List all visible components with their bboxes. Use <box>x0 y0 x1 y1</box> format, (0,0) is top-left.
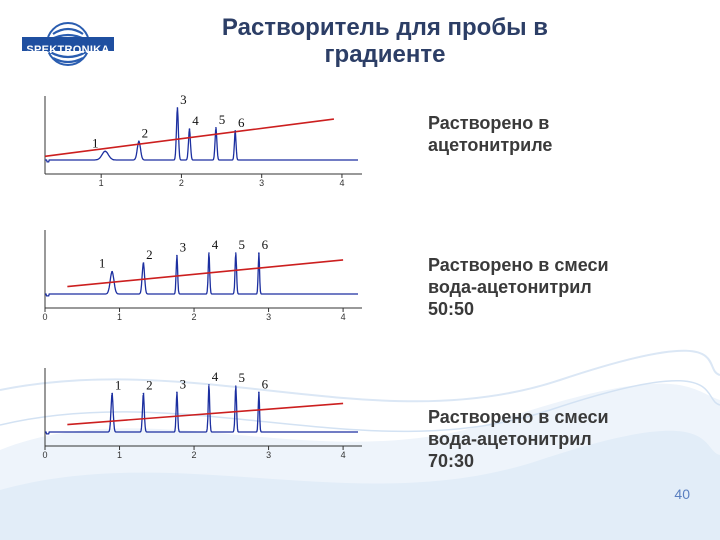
peak-apex <box>111 270 113 273</box>
signal-trace <box>45 108 358 163</box>
x-tick-label: 1 <box>117 312 122 322</box>
peak-apex <box>188 128 191 130</box>
peak-label: 1 <box>99 256 106 271</box>
slide-title: Растворитель для пробы в градиенте <box>170 14 600 68</box>
peak-apex <box>258 391 260 394</box>
x-tick-label: 3 <box>266 312 271 322</box>
peak-apex <box>142 392 145 395</box>
peak-label: 4 <box>192 113 199 128</box>
signal-trace <box>45 253 358 297</box>
caption-3-line-3: 70:30 <box>428 451 475 471</box>
logo-icon <box>22 22 114 66</box>
x-tick-label: 4 <box>341 312 346 322</box>
gradient-line <box>67 402 344 426</box>
caption-1-line-2: ацетонитриле <box>428 135 553 155</box>
peak-apex <box>142 262 145 264</box>
peak-label: 5 <box>239 370 246 385</box>
caption-2-line-3: 50:50 <box>428 299 475 319</box>
gradient-line <box>67 259 344 288</box>
peak-label: 5 <box>219 112 226 127</box>
peak-apex <box>215 126 217 129</box>
caption-3-line-2: вода-ацетонитрил <box>428 429 592 449</box>
peak-label: 1 <box>115 378 122 393</box>
title-line-2: градиенте <box>324 41 446 68</box>
spektronika-logo: SPEKTRONIKA <box>18 18 118 80</box>
peak-label: 6 <box>262 376 269 391</box>
caption-2-line-2: вода-ацетонитрил <box>428 277 592 297</box>
peak-label: 2 <box>146 247 153 262</box>
peak-label: 4 <box>212 237 219 252</box>
peak-label: 2 <box>146 378 153 393</box>
peak-apex <box>234 385 237 387</box>
peak-apex <box>208 384 210 386</box>
x-tick-label: 0 <box>42 450 47 460</box>
caption-3-line-1: Растворено в смеси <box>428 407 609 427</box>
peak-label: 3 <box>180 240 187 255</box>
peak-apex <box>176 107 179 109</box>
peak-label: 6 <box>238 115 245 130</box>
page-number: 40 <box>674 486 690 502</box>
peak-label: 6 <box>262 237 269 252</box>
x-tick-label: 0 <box>42 312 47 322</box>
peak-apex <box>234 130 237 132</box>
peak-label: 5 <box>239 237 246 252</box>
x-tick-label: 3 <box>266 450 271 460</box>
x-tick-label: 3 <box>259 178 264 188</box>
background-waves <box>0 349 720 540</box>
peak-label: 4 <box>212 369 219 384</box>
peak-apex <box>258 252 260 254</box>
chromatogram-3: 0 1 2 3 4 1 2 3 4 5 6 <box>42 368 362 460</box>
caption-1: Растворено в ацетонитриле <box>428 112 698 156</box>
peak-apex <box>176 391 178 394</box>
x-tick-label: 4 <box>341 450 346 460</box>
peak-apex <box>138 140 140 143</box>
logo-text: SPEKTRONIKA <box>26 44 110 56</box>
peak-label: 2 <box>142 125 149 140</box>
peak-apex <box>208 252 210 254</box>
x-tick-label: 4 <box>339 178 344 188</box>
peak-label: 1 <box>92 135 99 150</box>
peak-apex <box>104 150 106 153</box>
x-tick-label: 1 <box>99 178 104 188</box>
caption-3: Растворено в смеси вода-ацетонитрил 70:3… <box>428 406 698 472</box>
caption-2: Растворено в смеси вода-ацетонитрил 50:5… <box>428 254 698 320</box>
peak-apex <box>234 252 237 254</box>
gradient-line <box>44 118 335 158</box>
peak-apex <box>176 254 178 257</box>
x-tick-label: 1 <box>117 450 122 460</box>
caption-1-line-1: Растворено в <box>428 113 550 133</box>
x-tick-label: 2 <box>192 312 197 322</box>
peak-label: 3 <box>180 376 187 391</box>
peak-apex <box>111 392 113 395</box>
title-line-1: Растворитель для пробы в <box>221 14 549 41</box>
x-tick-label: 2 <box>179 178 184 188</box>
peak-label: 3 <box>180 92 187 107</box>
caption-2-line-1: Растворено в смеси <box>428 255 609 275</box>
x-tick-label: 2 <box>192 450 197 460</box>
chromatogram-2: 0 1 2 3 4 1 2 3 4 5 6 <box>42 230 362 322</box>
signal-trace <box>45 385 358 435</box>
